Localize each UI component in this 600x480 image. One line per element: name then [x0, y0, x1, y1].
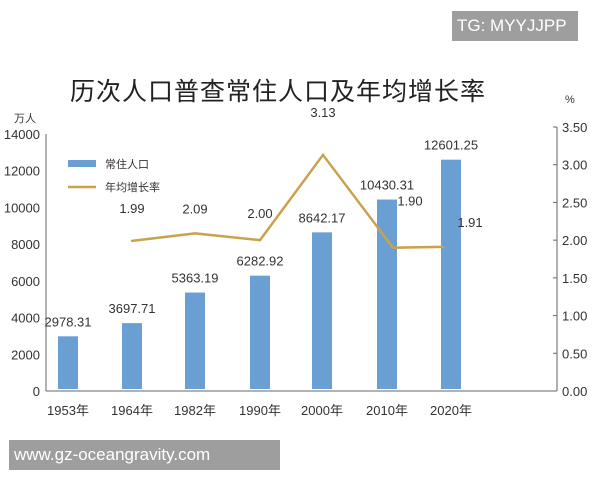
bar-value-label: 2978.31	[45, 314, 92, 329]
right-tick-label: 2.00	[562, 233, 587, 248]
left-tick-label: 0	[33, 384, 40, 399]
line-value-label: 2.00	[247, 206, 272, 221]
x-tick-label: 1990年	[239, 403, 281, 418]
right-axis-unit: %	[565, 94, 575, 106]
growth-rate-line	[131, 152, 444, 249]
bar-value-label: 5363.19	[172, 271, 219, 286]
line-value-label: 1.90	[397, 194, 422, 209]
growth-rate-point-1964年	[130, 239, 134, 243]
growth-rate-point-2020年	[441, 245, 445, 249]
x-tick-label: 2000年	[301, 403, 343, 418]
bar-2010年	[377, 199, 397, 389]
bar-value-label: 6282.92	[237, 254, 284, 269]
right-tick-label: 2.50	[562, 195, 587, 210]
bar-1982年	[185, 292, 205, 389]
bar-value-label: 3697.71	[109, 301, 156, 316]
right-tick-label: 1.50	[562, 271, 587, 286]
right-tick-label: 0.50	[562, 346, 587, 361]
bar-value-label: 12601.25	[424, 138, 478, 153]
legend-line-label: 年均增长率	[105, 180, 160, 194]
x-tick-label: 1964年	[111, 403, 153, 418]
right-tick-label: 3.50	[562, 120, 587, 135]
bar-2000年	[312, 232, 332, 389]
chart-title: 历次人口普查常住人口及年均增长率	[70, 77, 487, 106]
x-tick-label: 2020年	[430, 403, 472, 418]
left-tick-label: 14000	[4, 127, 40, 142]
left-tick-label: 2000	[11, 347, 40, 362]
left-tick-label: 6000	[11, 274, 40, 289]
line-value-label: 1.91	[457, 215, 482, 230]
watermark-top: TG: MYYJJPP	[452, 11, 578, 41]
growth-rate-point-1982年	[193, 232, 197, 235]
x-tick-label: 2010年	[366, 403, 408, 418]
x-tick-label: 1982年	[174, 403, 216, 418]
watermark-bottom: www.gz-oceangravity.com	[9, 440, 280, 470]
left-tick-label: 10000	[4, 200, 40, 215]
bar-1990年	[250, 275, 270, 389]
line-value-label: 3.13	[310, 105, 335, 120]
growth-rate-point-1990年	[258, 238, 262, 242]
left-tick-label: 8000	[11, 237, 40, 252]
right-tick-label: 1.00	[562, 309, 587, 324]
bar-value-label: 8642.17	[299, 210, 346, 225]
left-tick-label: 4000	[11, 311, 40, 326]
left-axis-unit: 万人	[14, 112, 36, 125]
right-tick-label: 3.00	[562, 158, 587, 173]
bar-1964年	[122, 323, 142, 389]
legend-bar-swatch	[68, 160, 96, 167]
bar-2020年	[441, 159, 461, 389]
growth-rate-point-2000年	[321, 153, 325, 157]
x-tick-label: 1953年	[47, 403, 89, 418]
line-value-label: 2.09	[182, 201, 207, 216]
bar-value-label: 10430.31	[360, 178, 414, 193]
right-tick-label: 0.00	[562, 384, 587, 399]
legend-bar-label: 常住人口	[105, 157, 149, 171]
growth-rate-point-2010年	[391, 246, 395, 249]
left-tick-label: 12000	[4, 164, 40, 179]
bar-1953年	[58, 336, 78, 389]
line-value-label: 1.99	[119, 201, 144, 216]
